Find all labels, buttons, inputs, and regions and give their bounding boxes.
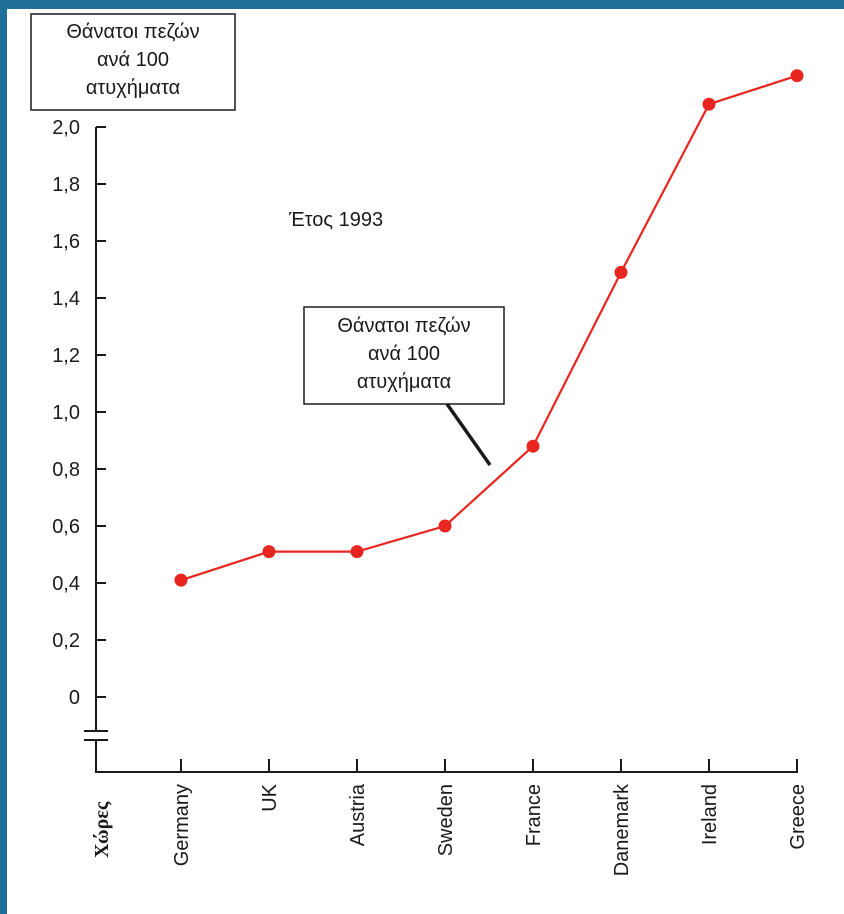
- y-tick-label: 0: [69, 687, 80, 709]
- y-axis-label-box: [30, 13, 236, 111]
- y-axis-label-line: ανά 100: [97, 49, 169, 71]
- data-point: [790, 69, 804, 83]
- y-tick-label: 2,0: [52, 117, 80, 139]
- y-tick-label: 1,0: [52, 402, 80, 424]
- y-tick-label: 1,8: [52, 174, 80, 196]
- series-callout-line: Θάνατοι πεζών: [337, 315, 470, 337]
- data-point: [262, 545, 276, 559]
- series-callout: Θάνατοι πεζών ανά 100 ατυχήματα: [303, 306, 505, 467]
- y-tick-label: 0,4: [52, 573, 80, 595]
- frame-top-border: [0, 0, 844, 9]
- y-ticks: 0 0,2 0,4 0,6 0,8 1,0 1,2 1,4 1,6 1,8 2,0: [52, 117, 106, 709]
- data-point: [526, 439, 540, 453]
- x-ticks: Germany UK Austria Sweden France Danemark Irel…: [171, 759, 809, 876]
- data-point: [174, 573, 188, 587]
- series-group: [174, 69, 804, 587]
- x-tick-label: Ireland: [699, 784, 721, 845]
- x-tick-label: Danemark: [611, 783, 633, 876]
- y-axis-label-line: Θάνατοι πεζών: [66, 21, 199, 43]
- data-point: [614, 265, 628, 279]
- x-tick-label: UK: [259, 783, 281, 811]
- y-tick-label: 0,6: [52, 516, 80, 538]
- axes: [84, 127, 798, 773]
- y-tick-label: 0,8: [52, 459, 80, 481]
- data-point: [350, 545, 364, 559]
- x-tick-label: Austria: [347, 783, 369, 846]
- data-point: [702, 97, 716, 111]
- series-callout-pointer: [445, 402, 492, 467]
- year-annotation: Έτος 1993: [288, 209, 383, 231]
- y-axis-label: Θάνατοι πεζών ανά 100 ατυχήματα: [30, 13, 236, 111]
- y-tick-label: 1,6: [52, 231, 80, 253]
- series-line: [180, 74, 798, 582]
- series-callout-line: ατυχήματα: [357, 371, 451, 393]
- series-callout-line: ανά 100: [368, 343, 440, 365]
- x-tick-label: Greece: [787, 784, 809, 850]
- x-tick-label: Germany: [171, 784, 193, 866]
- series-callout-box: [303, 306, 505, 405]
- y-tick-label: 1,4: [52, 288, 80, 310]
- y-axis-label-line: ατυχήματα: [86, 77, 180, 99]
- frame-left-border: [0, 0, 7, 914]
- x-tick-label: France: [523, 784, 545, 846]
- x-axis-title: Χώρες: [91, 801, 113, 858]
- x-tick-label: Sweden: [435, 784, 457, 856]
- y-tick-label: 1,2: [52, 345, 80, 367]
- data-point: [438, 519, 452, 533]
- y-tick-label: 0,2: [52, 630, 80, 652]
